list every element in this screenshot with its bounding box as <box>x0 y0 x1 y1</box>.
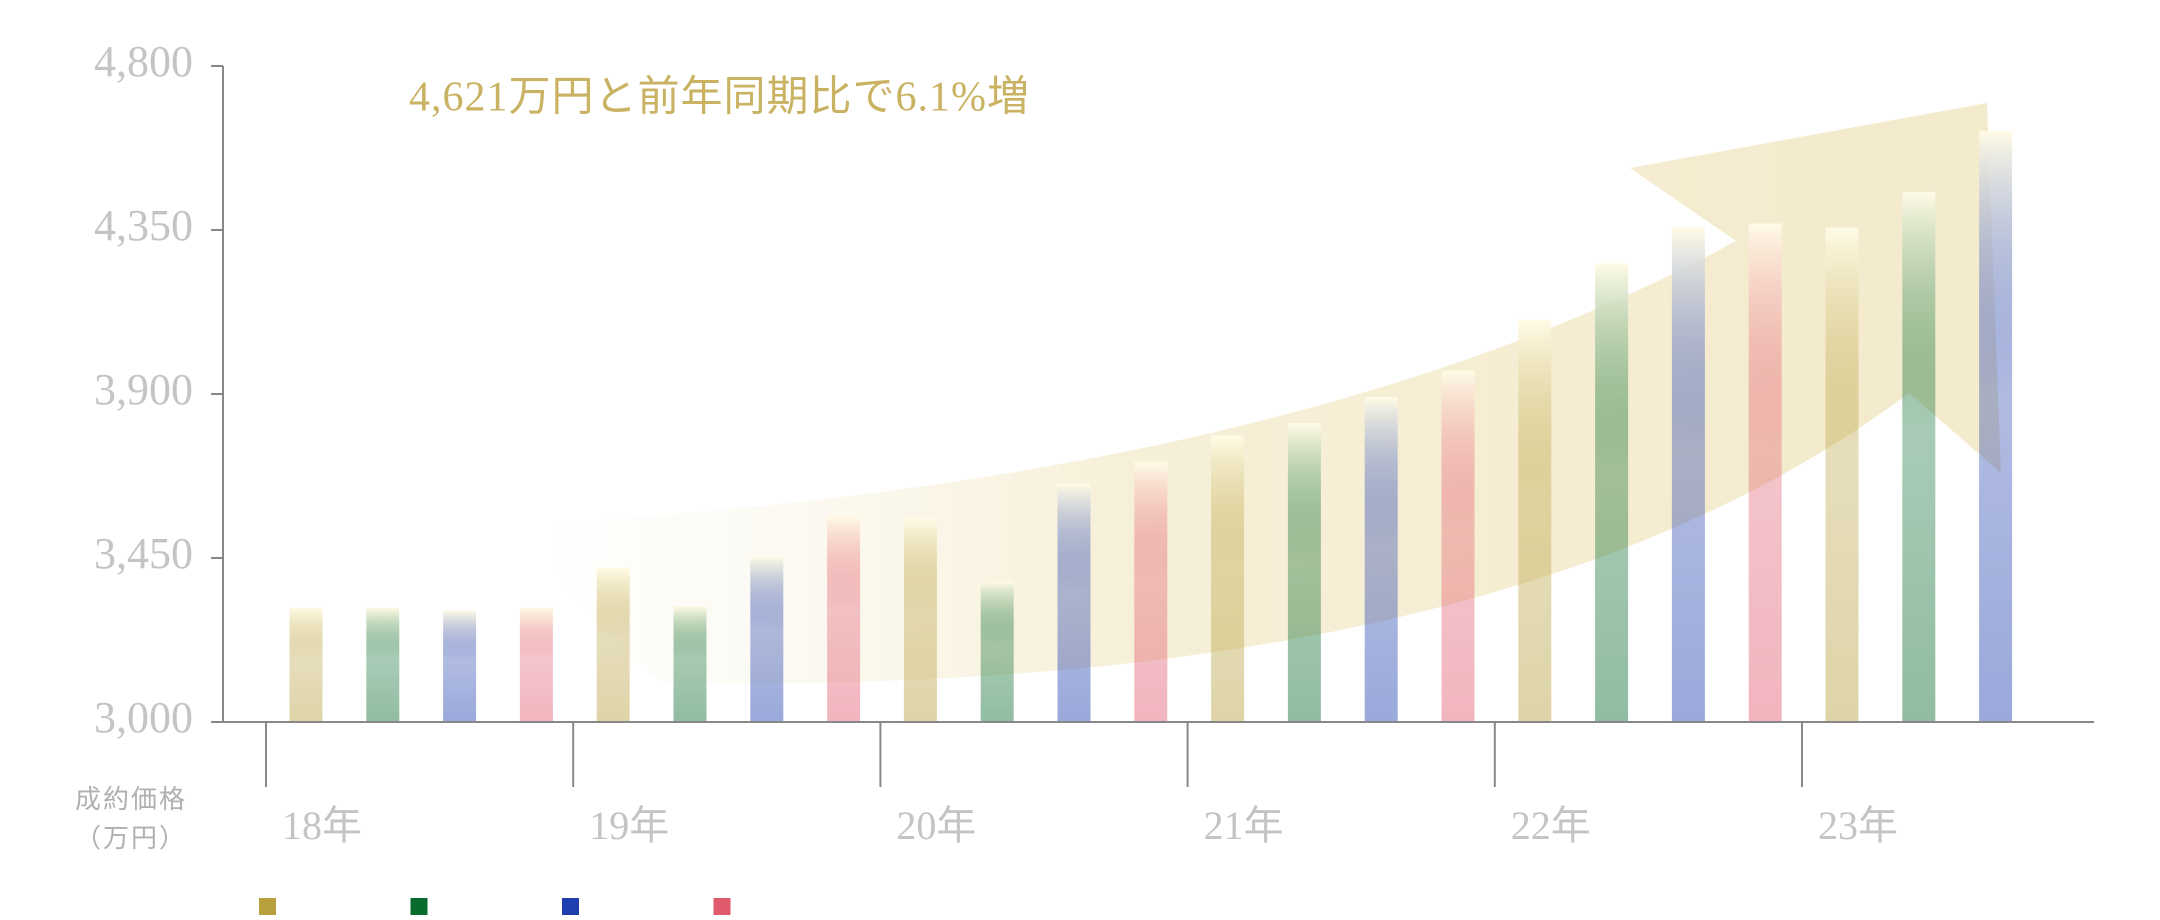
bar <box>443 610 477 722</box>
x-tick-label: 21年 <box>1204 803 1284 848</box>
bar <box>980 581 1014 722</box>
bar <box>596 567 630 722</box>
y-tick-label: 3,450 <box>94 529 193 578</box>
x-tick-label: 23年 <box>1818 803 1898 848</box>
trend-arrow <box>537 103 2001 683</box>
bar <box>673 606 707 722</box>
bar <box>1979 131 2013 723</box>
y-tick-label: 4,350 <box>94 201 193 250</box>
y-axis-label: 成約価格 <box>75 785 187 814</box>
x-tick-label: 22年 <box>1511 803 1591 848</box>
bar <box>1518 319 1552 722</box>
bar <box>1287 423 1321 722</box>
y-tick-label: 4,800 <box>94 37 193 86</box>
annotation: 4,621万円と前年同期比で6.1%増 <box>409 74 1030 121</box>
bar <box>1364 396 1398 722</box>
bar <box>1057 483 1091 722</box>
legend-swatch <box>259 898 276 915</box>
x-tick-label: 19年 <box>589 803 669 848</box>
bar <box>289 607 323 722</box>
bar <box>1134 461 1168 722</box>
legend-swatch <box>562 898 579 915</box>
bar <box>1825 227 1859 722</box>
bar <box>1748 223 1782 722</box>
bar <box>1902 191 1936 722</box>
legend-swatch <box>410 898 428 915</box>
x-tick-label: 20年 <box>896 803 976 848</box>
bar <box>750 556 784 722</box>
bar <box>366 607 400 722</box>
bar <box>519 607 553 722</box>
legend-swatch <box>713 898 731 915</box>
bar <box>1211 435 1245 722</box>
bar <box>903 518 937 722</box>
y-axis-label: （万円） <box>75 824 187 853</box>
x-tick-label: 18年 <box>282 803 362 848</box>
bar <box>1595 263 1629 722</box>
bar <box>1441 370 1475 722</box>
bar <box>827 515 861 722</box>
y-tick-label: 3,000 <box>94 693 193 742</box>
bar <box>1671 227 1705 722</box>
y-tick-label: 3,900 <box>94 365 193 414</box>
